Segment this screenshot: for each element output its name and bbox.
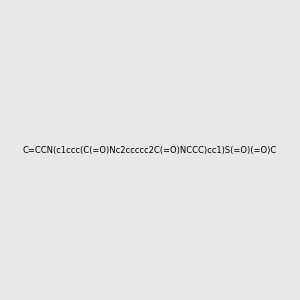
Text: C=CCN(c1ccc(C(=O)Nc2ccccc2C(=O)NCCC)cc1)S(=O)(=O)C: C=CCN(c1ccc(C(=O)Nc2ccccc2C(=O)NCCC)cc1)… (23, 146, 277, 154)
